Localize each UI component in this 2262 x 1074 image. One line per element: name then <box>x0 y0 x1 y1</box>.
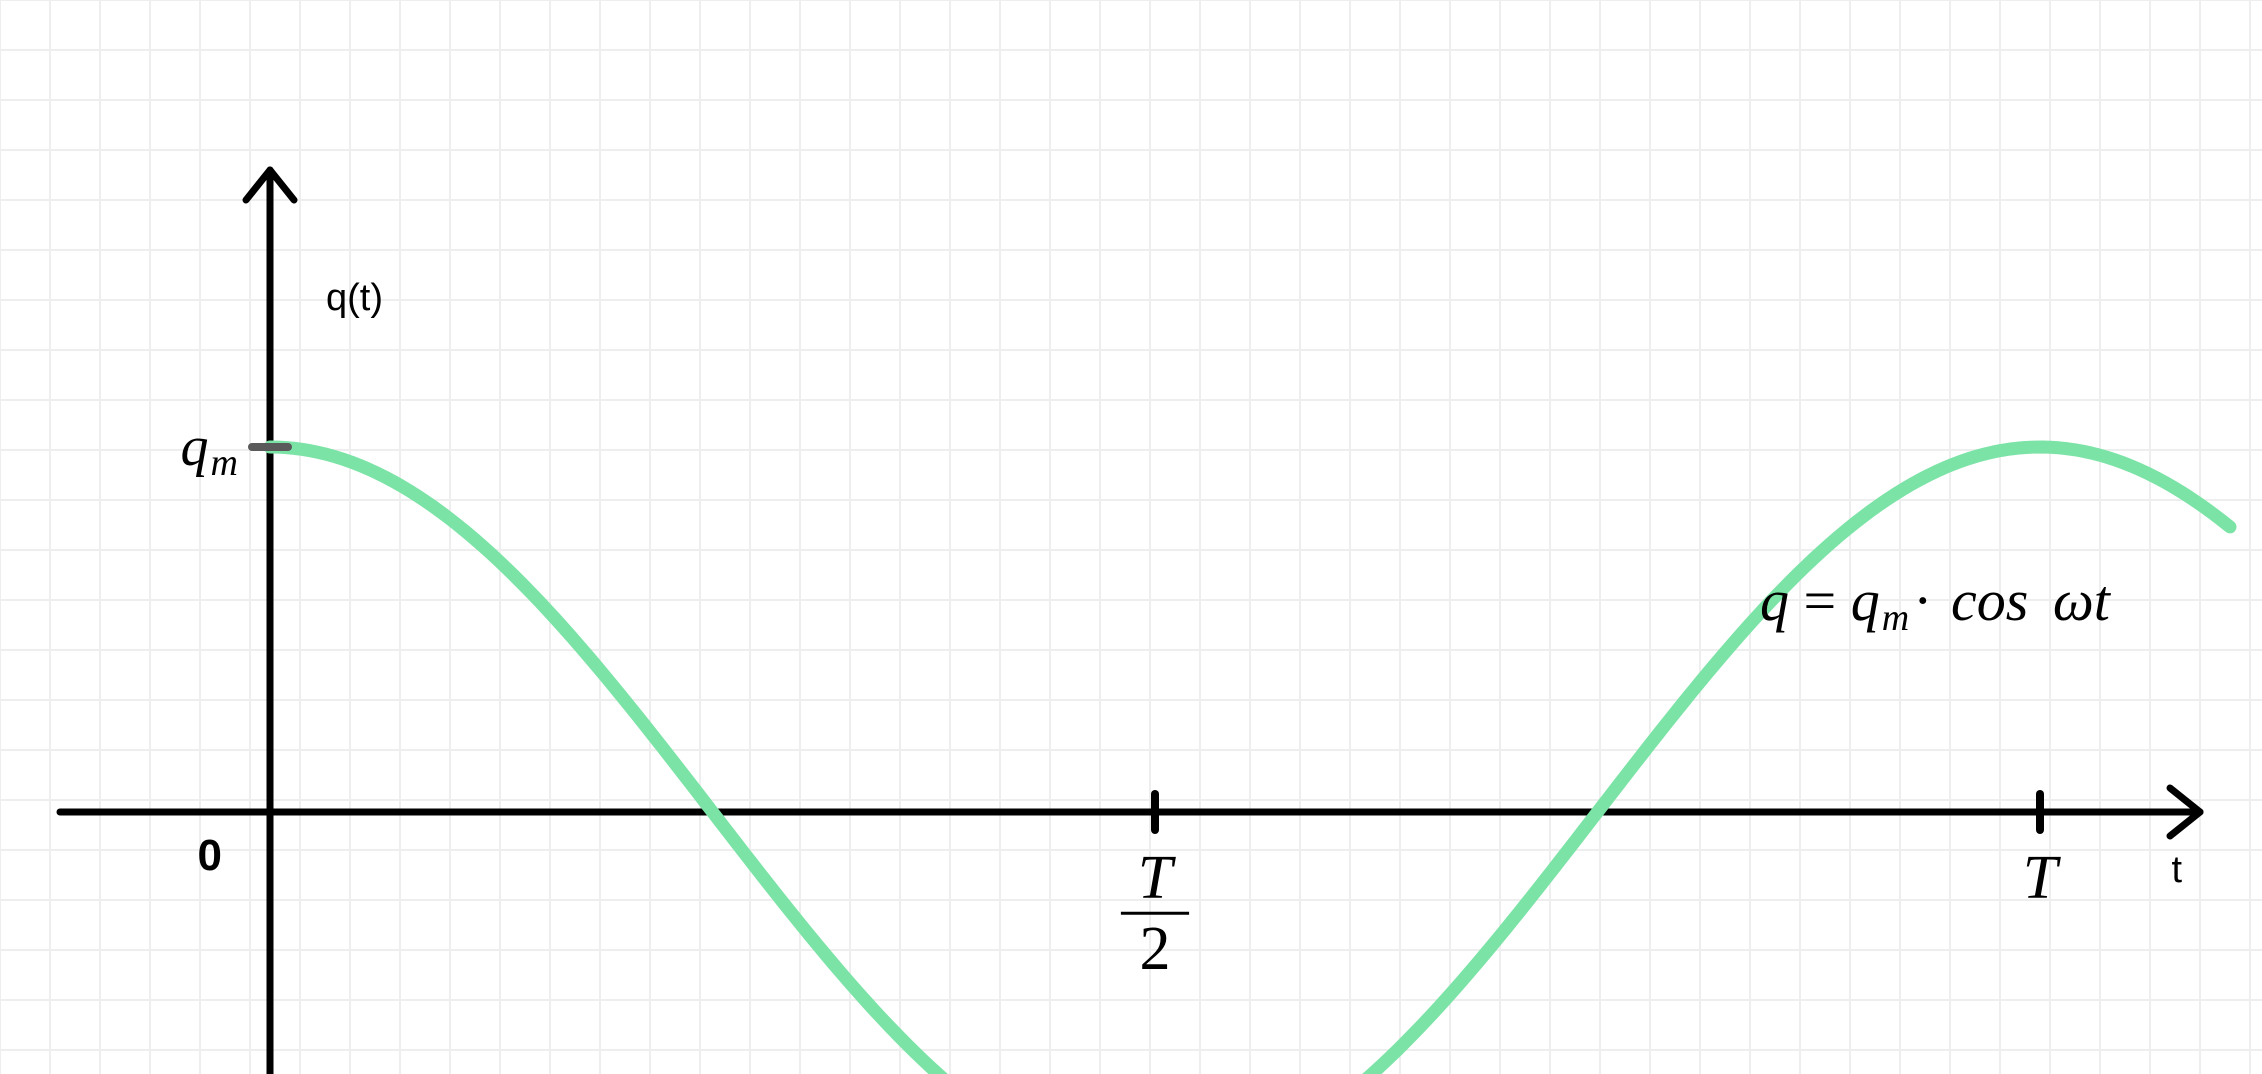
chart-stage: qm−qmT2T0q(t)tq = qm· cos ωt <box>0 0 2262 1074</box>
fraction-numerator: T <box>1138 844 1177 912</box>
fraction-denominator: 2 <box>1140 915 1171 983</box>
origin-label: 0 <box>198 831 222 880</box>
x-axis-label: t <box>2171 849 2182 891</box>
equation-label: q = qm· cos ωt <box>1760 568 2112 639</box>
y-axis-label: q(t) <box>326 277 383 319</box>
chart-svg: qm−qmT2T0q(t)tq = qm· cos ωt <box>0 0 2262 1074</box>
x-tick-label: T <box>2023 844 2062 912</box>
